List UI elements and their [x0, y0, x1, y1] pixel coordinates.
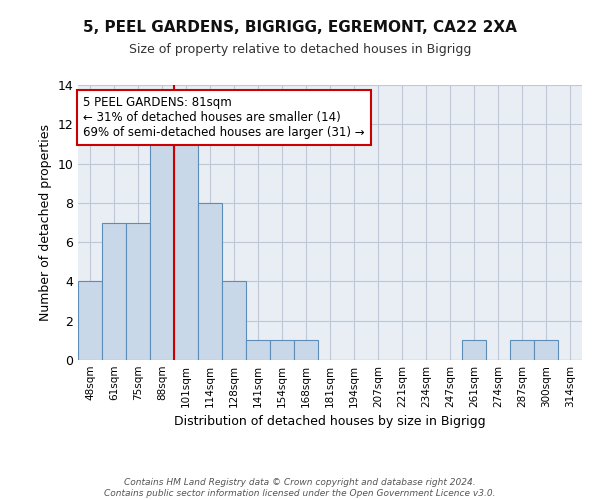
Text: Contains HM Land Registry data © Crown copyright and database right 2024.
Contai: Contains HM Land Registry data © Crown c…: [104, 478, 496, 498]
Bar: [534, 340, 558, 360]
Bar: [102, 222, 126, 360]
Bar: [510, 340, 534, 360]
X-axis label: Distribution of detached houses by size in Bigrigg: Distribution of detached houses by size …: [174, 416, 486, 428]
Y-axis label: Number of detached properties: Number of detached properties: [39, 124, 52, 321]
Bar: [150, 124, 174, 360]
Bar: [294, 340, 318, 360]
Text: Size of property relative to detached houses in Bigrigg: Size of property relative to detached ho…: [129, 42, 471, 56]
Bar: [78, 282, 102, 360]
Bar: [270, 340, 294, 360]
Bar: [246, 340, 270, 360]
Text: 5 PEEL GARDENS: 81sqm
← 31% of detached houses are smaller (14)
69% of semi-deta: 5 PEEL GARDENS: 81sqm ← 31% of detached …: [83, 96, 365, 139]
Bar: [126, 222, 150, 360]
Bar: [198, 203, 222, 360]
Text: 5, PEEL GARDENS, BIGRIGG, EGREMONT, CA22 2XA: 5, PEEL GARDENS, BIGRIGG, EGREMONT, CA22…: [83, 20, 517, 35]
Bar: [462, 340, 486, 360]
Bar: [222, 282, 246, 360]
Bar: [174, 124, 198, 360]
